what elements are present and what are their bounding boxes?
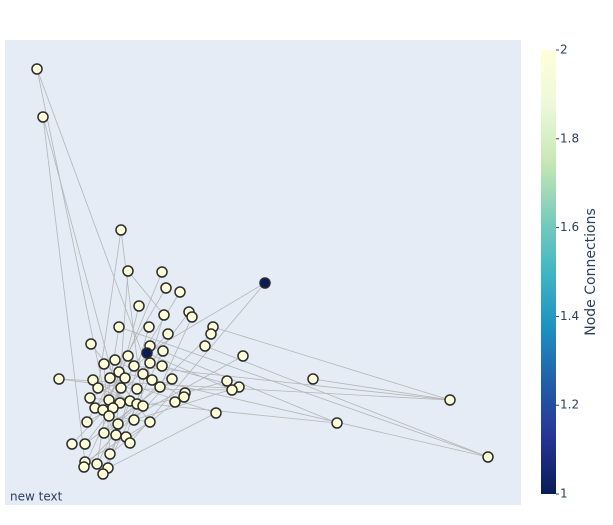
node — [144, 357, 156, 369]
node — [146, 374, 158, 386]
colorbar-tick-label: 2 — [560, 43, 568, 57]
colorbar — [541, 50, 556, 494]
node — [178, 391, 190, 403]
node — [91, 458, 103, 470]
node — [205, 328, 217, 340]
edge — [89, 377, 126, 399]
edge — [103, 403, 138, 434]
node — [166, 373, 178, 385]
node — [113, 321, 125, 333]
node — [156, 266, 168, 278]
node — [119, 372, 131, 384]
node — [331, 417, 343, 429]
plot-area — [5, 40, 521, 505]
node — [144, 416, 156, 428]
edge — [133, 365, 451, 401]
node — [98, 427, 110, 439]
node — [156, 360, 168, 372]
colorbar-tick-label: 1.2 — [560, 398, 579, 412]
node — [259, 277, 271, 289]
node — [84, 392, 96, 404]
node — [122, 265, 134, 277]
node — [81, 416, 93, 428]
node — [115, 382, 127, 394]
node — [37, 111, 49, 123]
node — [122, 350, 134, 362]
node — [87, 374, 99, 386]
edge — [36, 68, 110, 417]
edge — [133, 378, 173, 421]
node — [137, 368, 149, 380]
edge — [127, 270, 165, 316]
node — [210, 407, 222, 419]
edge — [36, 68, 153, 381]
edge — [212, 326, 451, 401]
colorbar-tick-label: 1.8 — [560, 131, 579, 145]
node — [143, 321, 155, 333]
node — [162, 328, 174, 340]
colorbar-title: Node Connections — [583, 208, 599, 336]
node — [137, 400, 149, 412]
annotation: new text — [10, 490, 63, 504]
edge — [159, 316, 193, 388]
node — [128, 360, 140, 372]
edge — [109, 401, 176, 455]
node — [103, 410, 115, 422]
node — [169, 396, 181, 408]
node — [110, 429, 122, 441]
node — [128, 414, 140, 426]
node — [66, 438, 78, 450]
node — [124, 437, 136, 449]
edge — [204, 345, 489, 458]
node — [31, 63, 43, 75]
node — [154, 381, 166, 393]
node — [85, 338, 97, 350]
edge — [146, 282, 266, 354]
node — [226, 384, 238, 396]
node — [109, 354, 121, 366]
node — [221, 375, 233, 387]
node — [112, 418, 124, 430]
node — [444, 394, 456, 406]
node — [97, 468, 109, 480]
node — [141, 347, 153, 359]
node — [131, 383, 143, 395]
node — [104, 448, 116, 460]
node — [160, 282, 172, 294]
node — [237, 350, 249, 362]
colorbar-tick-label: 1.4 — [560, 309, 579, 323]
node — [158, 309, 170, 321]
node — [157, 345, 169, 357]
node — [104, 372, 116, 384]
node — [199, 340, 211, 352]
node — [482, 451, 494, 463]
edge — [118, 371, 489, 458]
edge — [109, 377, 217, 414]
node — [78, 461, 90, 473]
colorbar-tick-label: 1.6 — [560, 220, 579, 234]
node — [174, 286, 186, 298]
node — [115, 224, 127, 236]
edge — [42, 116, 86, 463]
node — [98, 358, 110, 370]
node — [307, 373, 319, 385]
edge — [84, 386, 161, 445]
node — [79, 438, 91, 450]
edge — [107, 412, 217, 469]
edge — [84, 421, 151, 463]
edge — [312, 378, 451, 401]
edge — [103, 355, 244, 434]
node — [92, 382, 104, 394]
edge — [42, 116, 121, 404]
node — [133, 300, 145, 312]
edge — [117, 333, 212, 425]
edge — [133, 386, 240, 421]
edge — [129, 282, 266, 444]
colorbar-tick-label: 1 — [560, 487, 568, 501]
node — [53, 373, 65, 385]
node — [186, 311, 198, 323]
